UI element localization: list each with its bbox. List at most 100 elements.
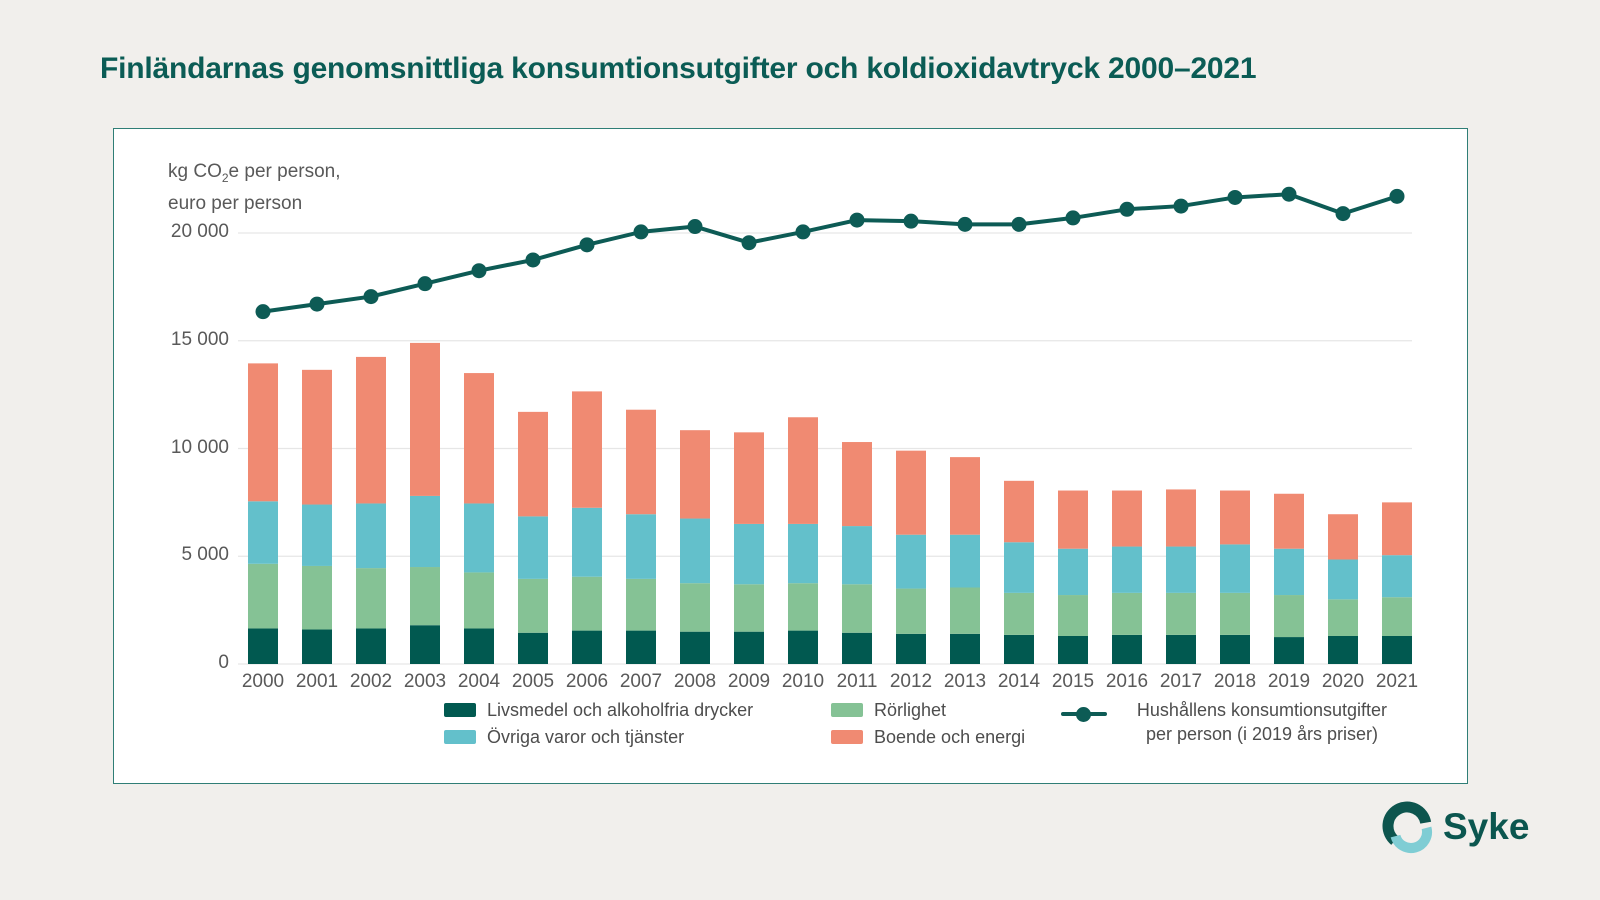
bar-segment: [1220, 490, 1250, 545]
bar-segment: [356, 356, 386, 504]
x-tick-label: 2016: [1105, 671, 1149, 692]
x-tick-label: 2018: [1213, 671, 1257, 692]
bar-segment: [1220, 592, 1250, 635]
bar-segment: [788, 583, 818, 631]
bar-segment: [1004, 634, 1034, 664]
bar-segment: [464, 503, 494, 573]
syke-logo-text: Syke: [1443, 806, 1530, 847]
bar-segment: [1112, 592, 1142, 635]
bar-segment: [950, 633, 980, 664]
bar-segment: [356, 628, 386, 664]
x-tick-label: 2006: [565, 671, 609, 692]
bar-segment: [518, 516, 548, 579]
x-tick-label: 2019: [1267, 671, 1311, 692]
bar-segment: [734, 432, 764, 524]
bar-segment: [1382, 597, 1412, 636]
trend-point: [1335, 206, 1351, 222]
bar-segment: [1166, 634, 1196, 664]
trend-point: [687, 219, 703, 235]
bar-segment: [842, 442, 872, 527]
bar-segment: [410, 342, 440, 496]
trend-point: [1227, 189, 1243, 205]
y-tick-label: 5 000: [181, 544, 229, 566]
subscript-2: 2: [221, 171, 229, 185]
trend-point: [957, 216, 973, 232]
bar-segment: [518, 411, 548, 517]
bar-segment: [680, 631, 710, 664]
bar-segment: [248, 563, 278, 629]
trend-point: [1011, 216, 1027, 232]
trend-point: [309, 296, 325, 312]
bar-segment: [896, 450, 926, 535]
bar-segment: [1382, 635, 1412, 664]
y-axis-title: kg CO2e per person, euro per person: [168, 159, 341, 216]
page-title: Finländarnas genomsnittliga konsumtionsu…: [100, 52, 1257, 85]
bar-segment: [680, 430, 710, 519]
bar-segment: [1382, 502, 1412, 556]
x-tick-label: 2007: [619, 671, 663, 692]
bar-segment: [410, 567, 440, 626]
bar-segment: [842, 526, 872, 585]
bar-segment: [464, 628, 494, 664]
bar-segment: [356, 503, 386, 569]
bar-segment: [1328, 514, 1358, 560]
bar-segment: [302, 565, 332, 630]
bar-segment: [626, 409, 656, 515]
bar-segment: [464, 572, 494, 629]
trend-point: [525, 252, 541, 268]
x-tick-label: 2008: [673, 671, 717, 692]
y-tick-label: 10 000: [170, 436, 229, 458]
bar-segment: [1274, 493, 1304, 549]
x-tick-label: 2020: [1321, 671, 1365, 692]
x-tick-label: 2005: [511, 671, 555, 692]
x-tick-label: 2014: [997, 671, 1041, 692]
bar-segment: [950, 457, 980, 535]
logo-dark-arc: [1382, 801, 1432, 845]
y-axis-title-line1: kg CO2e per person,: [168, 161, 341, 185]
bar-segment: [572, 630, 602, 664]
bar-segment: [572, 391, 602, 508]
bar-segment: [1112, 634, 1142, 664]
bar-segment: [734, 631, 764, 664]
bar-segment: [734, 584, 764, 632]
bar-segment: [302, 629, 332, 664]
y-tick-label: 15 000: [170, 328, 229, 350]
bar-segment: [1166, 546, 1196, 593]
trend-point: [1389, 188, 1405, 204]
bar-segment: [626, 630, 656, 664]
bar-segment: [1220, 544, 1250, 593]
trend-point: [795, 224, 811, 240]
bar-segment: [1328, 635, 1358, 664]
bar-segment: [1274, 637, 1304, 664]
bar-segment: [788, 630, 818, 664]
bar-segment: [1382, 555, 1412, 598]
bar-segment: [842, 584, 872, 633]
y-axis-title-line2: euro per person: [168, 193, 303, 214]
x-tick-label: 2013: [943, 671, 987, 692]
trend-point: [417, 276, 433, 292]
bar-segment: [1166, 592, 1196, 635]
bar-segment: [1058, 595, 1088, 636]
trend-point: [1065, 210, 1081, 226]
x-tick-label: 2001: [295, 671, 339, 692]
bar-segment: [1058, 548, 1088, 596]
bar-segment: [518, 632, 548, 664]
bar-segment: [518, 578, 548, 633]
bar-segment: [1004, 542, 1034, 593]
bar-segment: [788, 523, 818, 584]
bar-segment: [248, 501, 278, 564]
trend-point: [579, 237, 595, 253]
trend-point: [903, 213, 919, 229]
x-tick-label: 2021: [1375, 671, 1419, 692]
bar-segment: [302, 369, 332, 505]
bar-segment: [1328, 559, 1358, 600]
trend-point: [741, 235, 757, 251]
bar-segment: [1058, 490, 1088, 549]
bar-segment: [896, 633, 926, 664]
bar-segment: [248, 363, 278, 502]
trend-line: [262, 192, 1398, 314]
x-tick-label: 2011: [836, 671, 878, 692]
trend-point: [849, 212, 865, 228]
bar-segment: [1112, 546, 1142, 593]
x-tick-label: 2017: [1159, 671, 1203, 692]
